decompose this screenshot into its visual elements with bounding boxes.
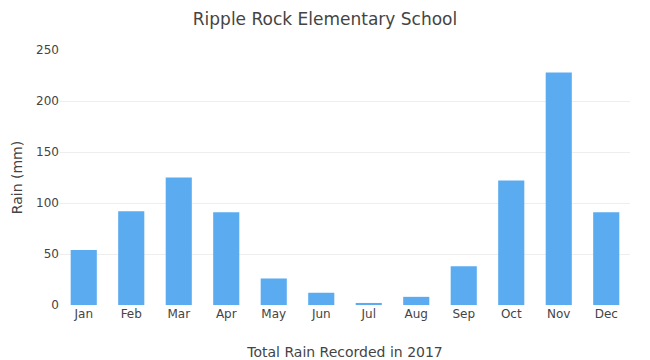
svg-text:Jul: Jul bbox=[361, 307, 376, 321]
svg-text:200: 200 bbox=[36, 94, 59, 108]
svg-text:Jun: Jun bbox=[311, 307, 331, 321]
svg-text:Ripple Rock Elementary School: Ripple Rock Elementary School bbox=[193, 9, 457, 29]
svg-text:Sep: Sep bbox=[452, 307, 475, 321]
svg-text:150: 150 bbox=[36, 145, 59, 159]
svg-text:Total Rain Recorded in 2017: Total Rain Recorded in 2017 bbox=[246, 344, 443, 360]
svg-text:50: 50 bbox=[44, 247, 59, 261]
svg-text:Nov: Nov bbox=[547, 307, 570, 321]
svg-text:0: 0 bbox=[51, 298, 59, 312]
svg-text:100: 100 bbox=[36, 196, 59, 210]
svg-text:Apr: Apr bbox=[216, 307, 237, 321]
svg-text:Rain (mm): Rain (mm) bbox=[9, 141, 25, 214]
svg-text:250: 250 bbox=[36, 43, 59, 57]
svg-text:Dec: Dec bbox=[595, 307, 618, 321]
svg-text:Mar: Mar bbox=[167, 307, 190, 321]
svg-text:Jan: Jan bbox=[74, 307, 94, 321]
svg-text:Aug: Aug bbox=[405, 307, 428, 321]
svg-text:Oct: Oct bbox=[501, 307, 522, 321]
svg-text:May: May bbox=[261, 307, 286, 321]
svg-text:Feb: Feb bbox=[121, 307, 142, 321]
